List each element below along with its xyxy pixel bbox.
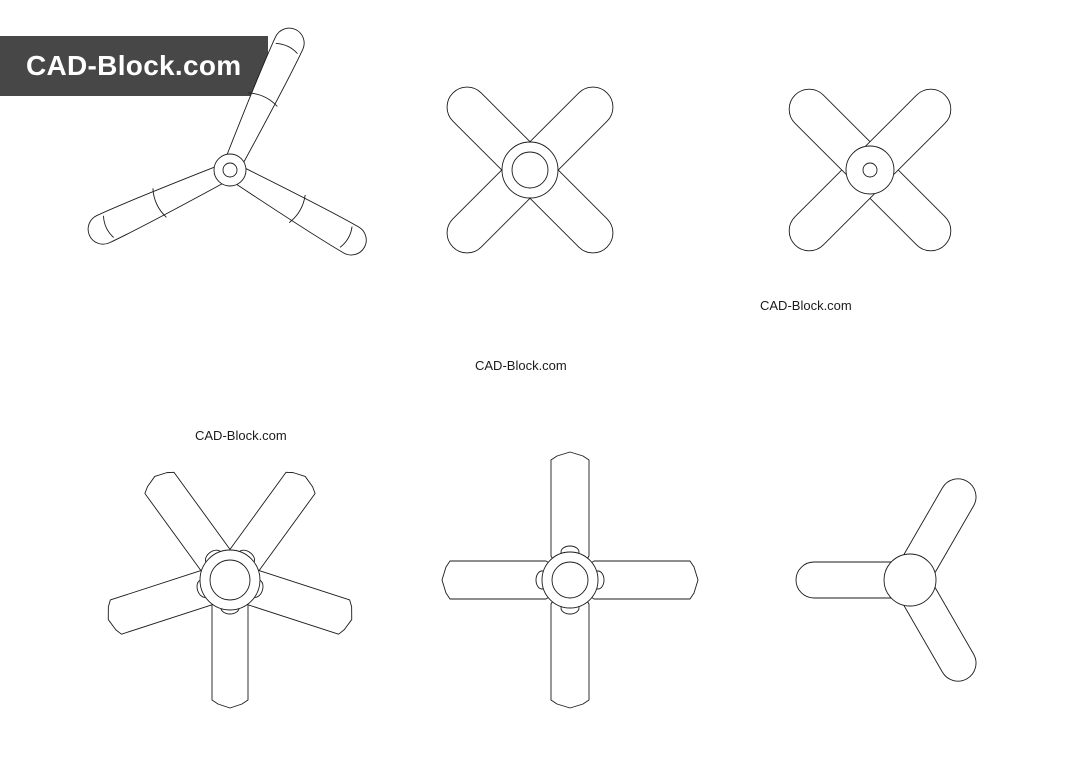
fan-3blade-round	[770, 440, 1050, 720]
fan-4blade-round-b	[740, 40, 1000, 300]
fan-5blade-decor	[90, 440, 370, 720]
watermark-text: CAD-Block.com	[475, 358, 567, 373]
watermark-text: CAD-Block.com	[195, 428, 287, 443]
watermark-text: CAD-Block.com	[760, 298, 852, 313]
fan-3blade-long	[80, 20, 380, 320]
fan-4blade-round-a	[400, 40, 660, 300]
drawing-canvas: CAD-Block.com CAD-Block.c	[0, 0, 1080, 760]
fan-4blade-decor	[440, 450, 700, 710]
